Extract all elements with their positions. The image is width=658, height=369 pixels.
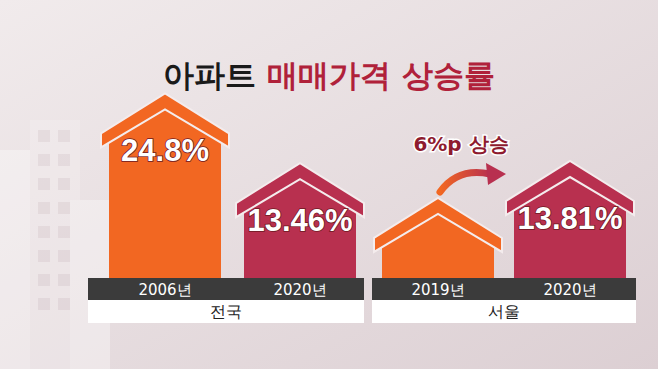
building-window — [38, 130, 50, 142]
building-window — [58, 250, 70, 262]
building-window — [58, 226, 70, 238]
group-strip — [372, 300, 636, 323]
category-label: 2019년 — [411, 281, 464, 299]
chart-svg: 아파트 매매가격 상승률전국 24.8% 13.46% 2006년 2020년서울 13.… — [0, 0, 658, 369]
category-label: 2006년 — [138, 281, 191, 299]
building-window — [58, 202, 70, 214]
building-window — [38, 298, 50, 310]
building-window — [58, 154, 70, 166]
label-group: 13.81% — [517, 201, 622, 236]
building-window — [38, 202, 50, 214]
category-label: 2020년 — [543, 281, 596, 299]
building-window — [38, 274, 50, 286]
building-decoration — [0, 120, 110, 369]
category-strip — [88, 278, 364, 300]
category-strip — [372, 278, 636, 300]
building-window — [58, 274, 70, 286]
annotation: 6%p 상승 — [413, 132, 508, 156]
annotation-arrowhead — [486, 163, 506, 185]
building-window — [58, 298, 70, 310]
building-window — [38, 250, 50, 262]
chart-root: 아파트 매매가격 상승률전국 24.8% 13.46% 2006년 2020년서울 13.… — [0, 0, 658, 369]
group-label: 서울 — [488, 302, 520, 321]
annotation-arrow — [440, 172, 490, 191]
data-label: 13.46% — [247, 203, 352, 238]
house-bar — [109, 107, 221, 278]
category-label: 2020년 — [273, 281, 326, 299]
bar-group — [374, 161, 634, 278]
title-part: 매매가격 상승률 — [267, 57, 495, 93]
data-label: 13.81% — [517, 201, 622, 236]
building-window — [58, 130, 70, 142]
group-label: 전국 — [210, 302, 242, 321]
title: 아파트 매매가격 상승률 — [163, 57, 495, 93]
building-window — [38, 226, 50, 238]
building-window — [38, 154, 50, 166]
house-roof — [374, 198, 502, 252]
background — [0, 0, 658, 369]
title-part: 아파트 — [163, 57, 267, 93]
data-label: 24.8% — [121, 133, 209, 168]
bar-group — [101, 93, 364, 278]
label-group: 24.8% 13.46% — [121, 133, 353, 238]
group-strip — [88, 300, 364, 323]
building-window — [38, 178, 50, 190]
building-window — [58, 178, 70, 190]
